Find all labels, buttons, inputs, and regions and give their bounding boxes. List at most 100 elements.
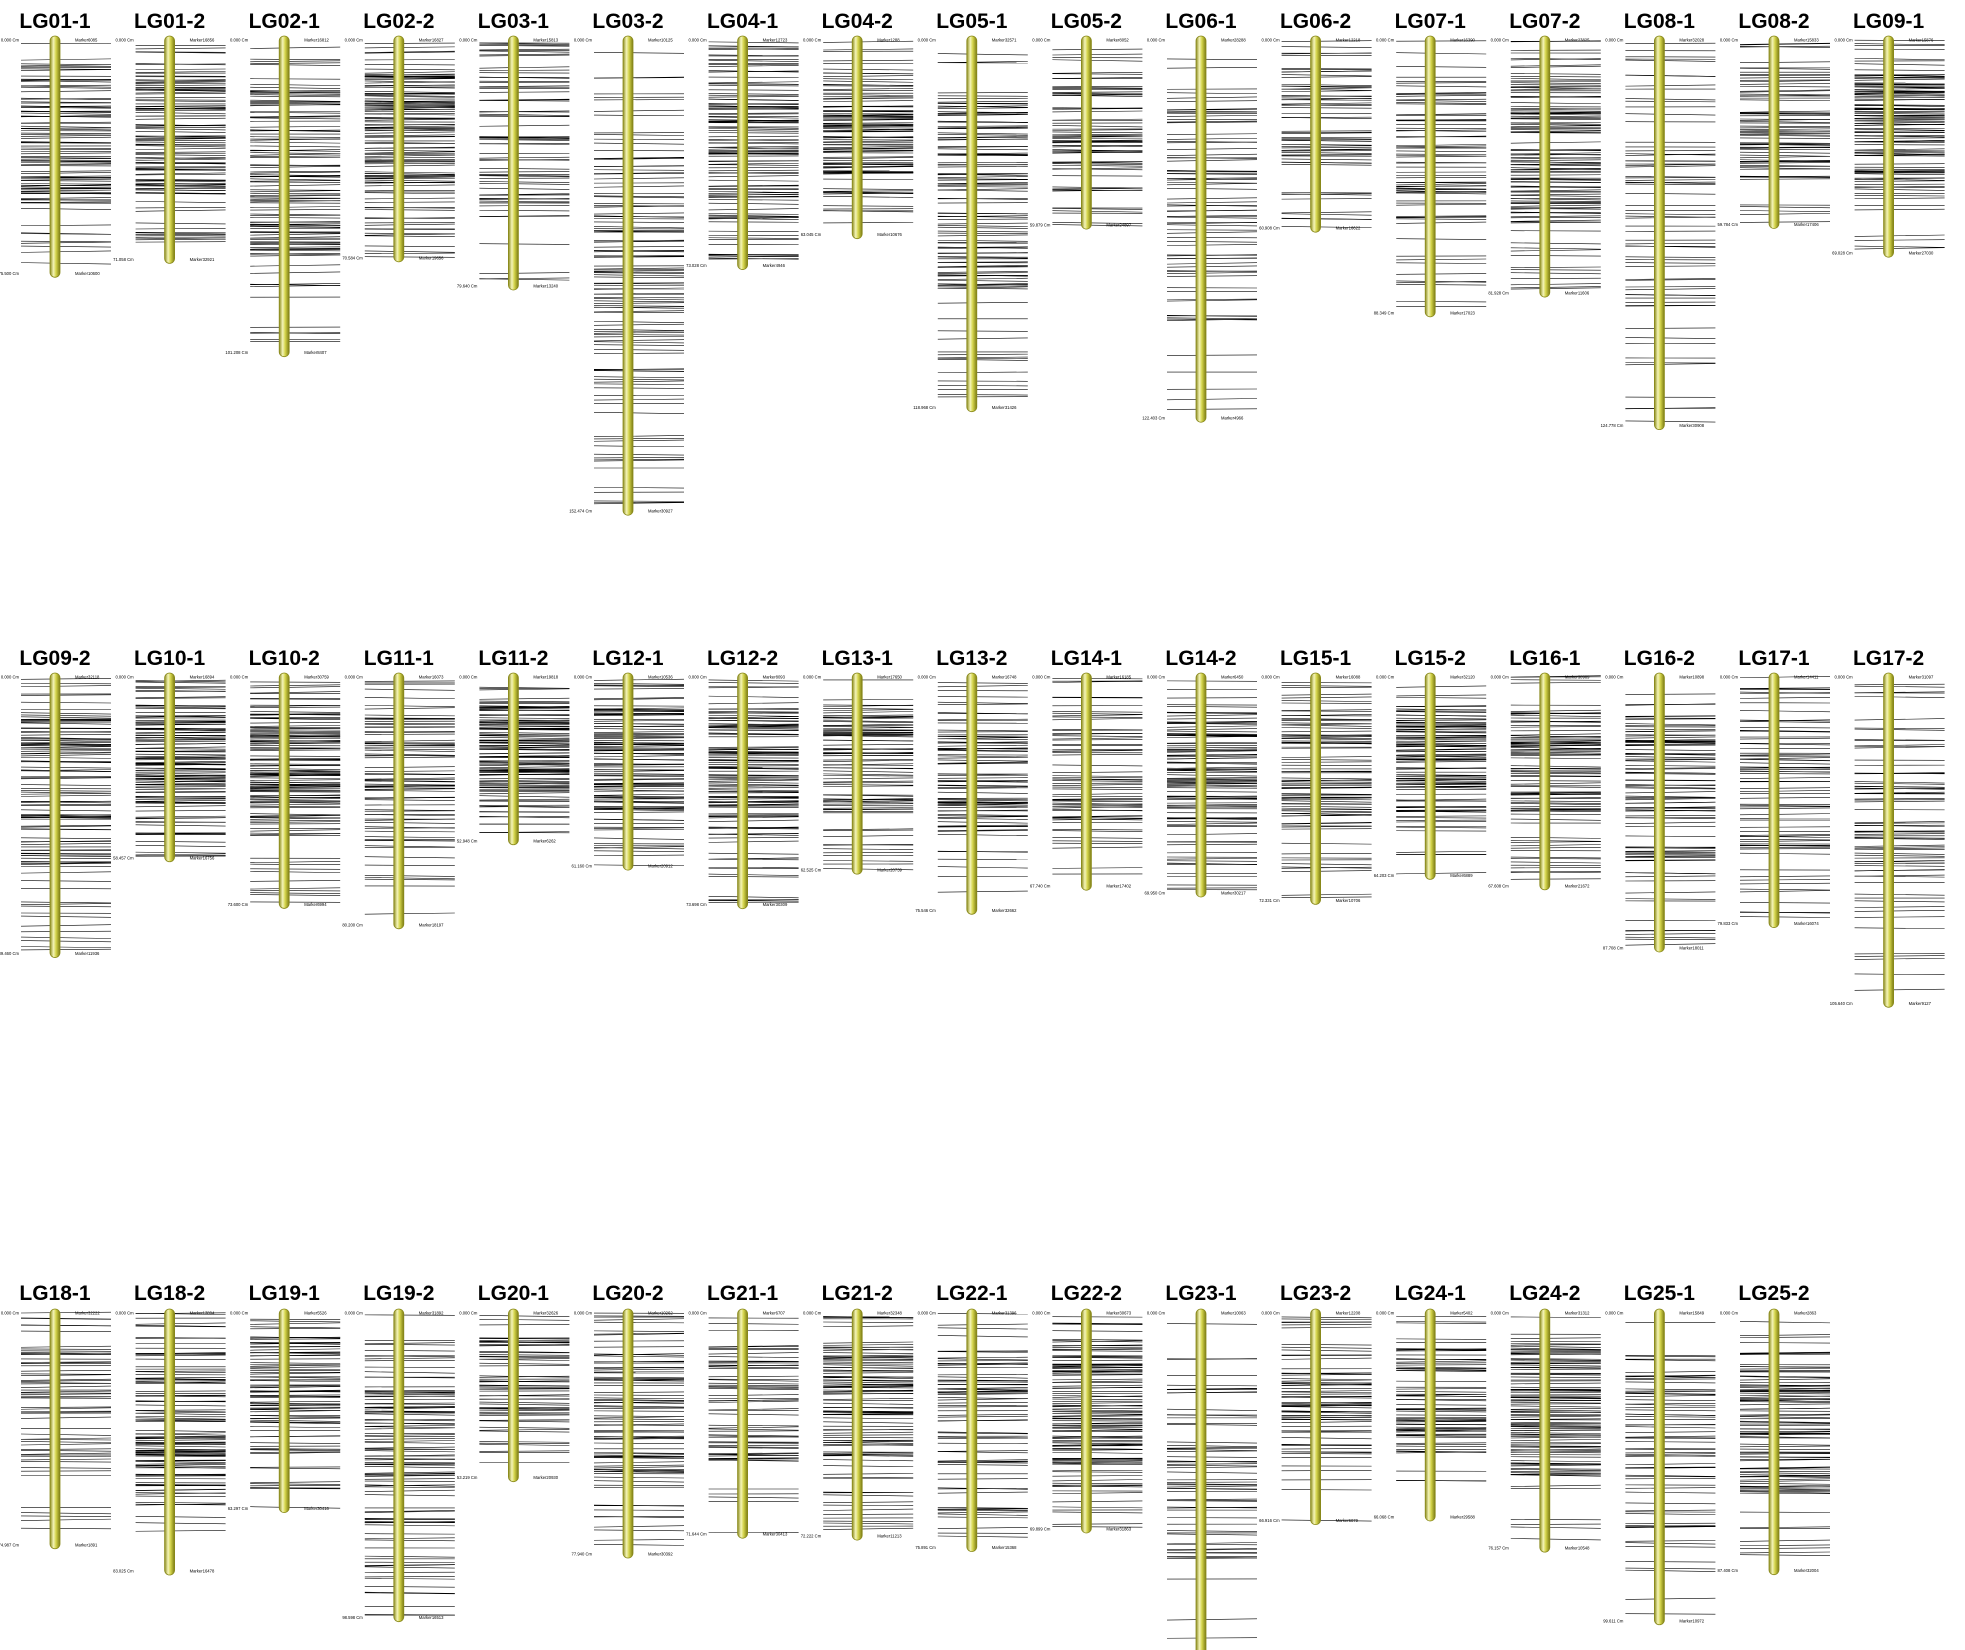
last-marker-label: Marker30416 [304, 1506, 329, 1511]
marker-line [593, 782, 685, 784]
marker-line [593, 745, 685, 747]
marker-line [1396, 774, 1487, 776]
last-marker-label: Marker6079 [1336, 1518, 1359, 1523]
marker-line [1854, 683, 1945, 686]
marker-line [593, 847, 685, 850]
marker-line [250, 83, 341, 86]
marker-line [823, 205, 914, 207]
chromosome-bar [507, 35, 519, 291]
marker-line [250, 94, 341, 97]
marker-line [135, 144, 226, 146]
marker-line [20, 1437, 112, 1440]
marker-line [937, 748, 1028, 750]
marker-line [1052, 1364, 1143, 1367]
last-position-label: 71.644 Cm [686, 1532, 707, 1537]
marker-line [250, 200, 341, 203]
marker-line [1854, 844, 1945, 847]
marker-line [593, 1391, 685, 1393]
marker-line [20, 716, 112, 719]
marker-line [364, 78, 455, 80]
first-marker-label: Marker16827 [419, 38, 444, 43]
marker-line [937, 371, 1028, 374]
marker-ticks [1854, 683, 1945, 991]
marker-line [1052, 1471, 1143, 1473]
marker-line [479, 168, 570, 170]
marker-line [937, 750, 1028, 753]
marker-line [135, 721, 226, 723]
marker-line [1281, 734, 1372, 736]
marker-line [823, 801, 914, 804]
marker-line [1281, 822, 1372, 825]
marker-line [1510, 73, 1601, 75]
marker-line [20, 734, 112, 736]
marker-line [135, 1395, 226, 1397]
marker-line [1396, 714, 1487, 717]
marker-line [1281, 724, 1372, 727]
marker-line [937, 755, 1028, 758]
marker-line [593, 1544, 685, 1546]
marker-line [1625, 262, 1716, 264]
marker-line [708, 89, 799, 91]
last-marker-label: Marker16756 [190, 855, 215, 860]
marker-line [1052, 187, 1143, 190]
marker-line [1396, 767, 1487, 769]
marker-ticks [1739, 675, 1831, 918]
marker-line [1396, 203, 1487, 206]
marker-line [1739, 125, 1831, 127]
marker-line [1052, 222, 1143, 224]
marker-line [1854, 846, 1945, 849]
marker-line [1281, 164, 1372, 166]
marker-line [937, 821, 1028, 824]
marker-line [823, 68, 914, 71]
first-position-label: 0.000 Cm [1, 1311, 20, 1316]
last-marker-label: Marker6994 [304, 902, 327, 907]
marker-line [1281, 800, 1372, 803]
marker-line [1052, 1398, 1143, 1400]
marker-line [20, 871, 112, 874]
marker-line [937, 817, 1028, 820]
marker-line [364, 1521, 455, 1523]
marker-line [250, 1327, 341, 1330]
marker-line [250, 771, 341, 773]
marker-line [1739, 1414, 1831, 1417]
marker-line [1625, 363, 1716, 366]
marker-line [135, 775, 226, 777]
marker-line [937, 1393, 1028, 1396]
marker-line [135, 151, 226, 153]
last-position-label: 122.403 Cm [1142, 416, 1165, 421]
marker-line [1166, 115, 1258, 117]
last-position-label: 64.203 Cm [1374, 873, 1395, 878]
last-position-label: 79.833 Cm [1718, 921, 1739, 926]
marker-line [1281, 782, 1372, 785]
marker-line [937, 815, 1028, 817]
marker-line [1166, 1441, 1258, 1444]
marker-line [708, 1323, 799, 1325]
marker-line [708, 748, 799, 751]
marker-line [823, 752, 914, 755]
marker-line [1052, 135, 1143, 137]
marker-line [1739, 46, 1831, 48]
marker-line [479, 171, 570, 173]
marker-line [20, 101, 112, 103]
marker-line [364, 1446, 455, 1449]
last-position-label: 81.928 Cm [1488, 291, 1509, 296]
marker-line [1052, 775, 1143, 777]
marker-line [937, 784, 1028, 787]
marker-line [1739, 697, 1831, 699]
marker-line [479, 1388, 570, 1390]
marker-line [479, 1358, 570, 1361]
marker-line [593, 1464, 685, 1467]
marker-line [1854, 178, 1945, 181]
first-position-label: 0.000 Cm [1, 675, 20, 680]
marker-line [1854, 782, 1945, 785]
marker-line [1281, 1349, 1372, 1352]
marker-line [364, 1391, 455, 1393]
marker-line [823, 708, 914, 710]
last-marker-label: Marker8407 [304, 350, 327, 355]
marker-line [823, 1494, 914, 1497]
marker-line [823, 748, 914, 751]
marker-line [1625, 749, 1716, 751]
marker-line [479, 174, 570, 177]
marker-line [20, 107, 112, 109]
linkage-group-title: LG21-2 [822, 1282, 893, 1305]
